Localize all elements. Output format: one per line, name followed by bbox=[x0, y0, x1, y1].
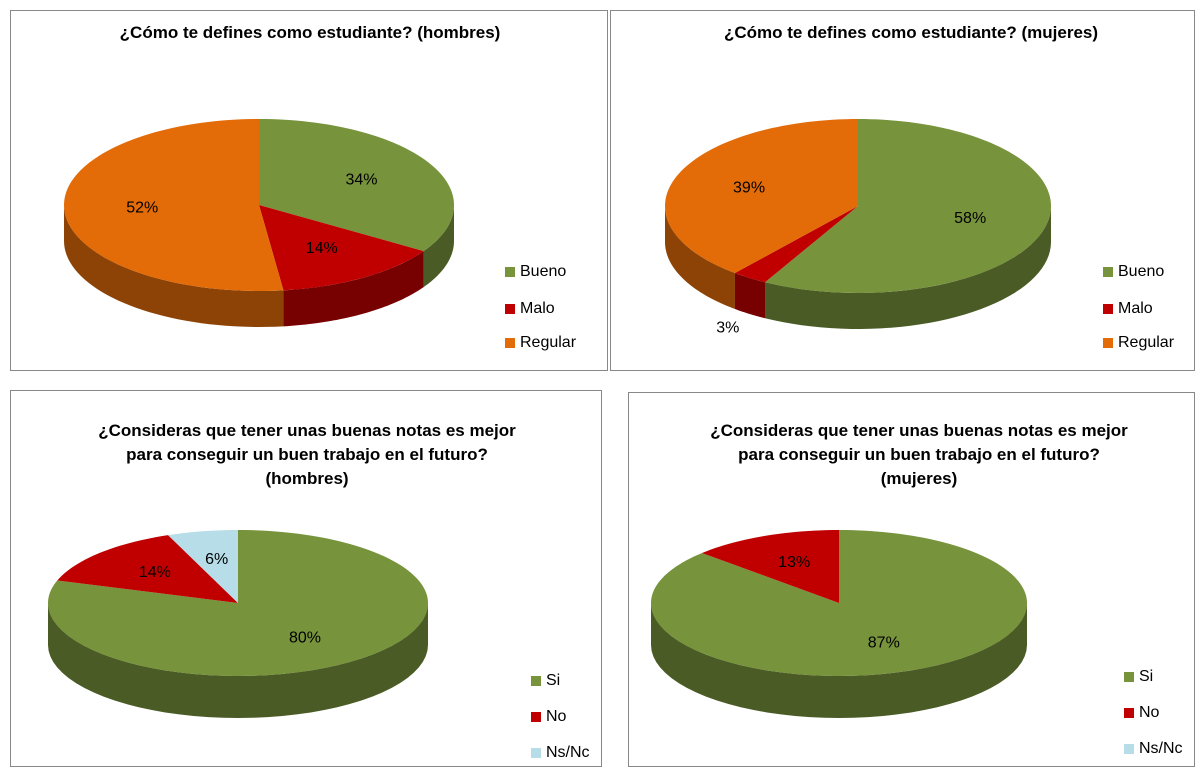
chart-box: 58% 3% 39% Bueno Malo Regular ¿Cómo te defines… bbox=[610, 10, 1195, 371]
slice-side bbox=[734, 273, 766, 319]
legend-label: No bbox=[1139, 704, 1160, 721]
data-label: 58% bbox=[954, 210, 986, 227]
legend-swatch bbox=[505, 338, 515, 348]
legend-label: No bbox=[546, 708, 567, 725]
legend-swatch bbox=[505, 267, 515, 277]
slice bbox=[665, 119, 858, 274]
slice bbox=[765, 119, 1051, 293]
legend-label: Regular bbox=[1118, 334, 1175, 351]
chart-box: 87% 13% Si No Ns/Nc ¿Consideras que tener una… bbox=[628, 392, 1195, 767]
slice bbox=[734, 206, 858, 283]
data-label: 87% bbox=[868, 634, 900, 651]
data-label: 34% bbox=[346, 171, 378, 188]
slice bbox=[64, 119, 284, 291]
legend-swatch bbox=[531, 712, 541, 722]
legend-swatch bbox=[1103, 267, 1113, 277]
legend-swatch bbox=[1103, 304, 1113, 314]
data-label: 52% bbox=[126, 199, 158, 216]
slice-side bbox=[651, 603, 1027, 718]
chart-box: 80% 14% 6% Si No Ns/Nc ¿Consideras que tener u… bbox=[10, 390, 602, 767]
slice-side bbox=[64, 205, 284, 327]
legend-label: Bueno bbox=[520, 263, 566, 280]
data-label: 80% bbox=[289, 630, 321, 647]
chart: 87% 13% Si No Ns/Nc bbox=[651, 530, 1183, 757]
chart-title: ¿Consideras que tener unas buenas notas … bbox=[98, 421, 516, 488]
chart-box: 34% 14% 52% Bueno Malo Regular ¿Cómo te define… bbox=[10, 10, 608, 371]
slice-side bbox=[48, 603, 428, 718]
legend-label: Si bbox=[546, 672, 560, 689]
legend-swatch bbox=[1103, 338, 1113, 348]
slice bbox=[259, 119, 454, 252]
legend-label: Ns/Nc bbox=[546, 744, 590, 761]
chart: 80% 14% 6% Si No Ns/Nc bbox=[48, 530, 590, 761]
legend-label: Malo bbox=[520, 300, 555, 317]
data-label: 13% bbox=[778, 554, 810, 571]
legend-swatch bbox=[531, 676, 541, 686]
slice-side bbox=[423, 205, 454, 288]
chart-title: ¿Cómo te defines como estudiante? (mujer… bbox=[723, 23, 1099, 42]
legend-swatch bbox=[1124, 672, 1134, 682]
legend-label: Bueno bbox=[1118, 263, 1164, 280]
slice bbox=[57, 535, 239, 603]
slice-side bbox=[765, 206, 1051, 329]
legend-label: Ns/Nc bbox=[1139, 740, 1183, 757]
slice bbox=[651, 530, 1027, 676]
slice bbox=[48, 530, 428, 676]
chart-title: ¿Cómo te defines como estudiante? (hombr… bbox=[119, 23, 501, 42]
data-label: 14% bbox=[306, 240, 338, 257]
legend-swatch bbox=[1124, 708, 1134, 718]
legend-label: Si bbox=[1139, 668, 1153, 685]
chart-title: ¿Consideras que tener unas buenas notas … bbox=[710, 421, 1128, 488]
legend-swatch bbox=[531, 748, 541, 758]
slice bbox=[168, 530, 238, 603]
slice-side bbox=[665, 206, 735, 310]
slice bbox=[701, 530, 839, 603]
data-label: 3% bbox=[716, 320, 739, 337]
chart: 58% 3% 39% Bueno Malo Regular bbox=[665, 119, 1175, 351]
legend-swatch bbox=[1124, 744, 1134, 754]
data-label: 14% bbox=[139, 564, 171, 581]
legend-swatch bbox=[505, 304, 515, 314]
slice bbox=[259, 205, 424, 291]
slice-side bbox=[283, 251, 424, 327]
chart: 34% 14% 52% Bueno Malo Regular bbox=[64, 119, 577, 351]
legend-label: Malo bbox=[1118, 300, 1153, 317]
data-label: 6% bbox=[205, 551, 228, 568]
legend-label: Regular bbox=[520, 334, 577, 351]
data-label: 39% bbox=[733, 180, 765, 197]
